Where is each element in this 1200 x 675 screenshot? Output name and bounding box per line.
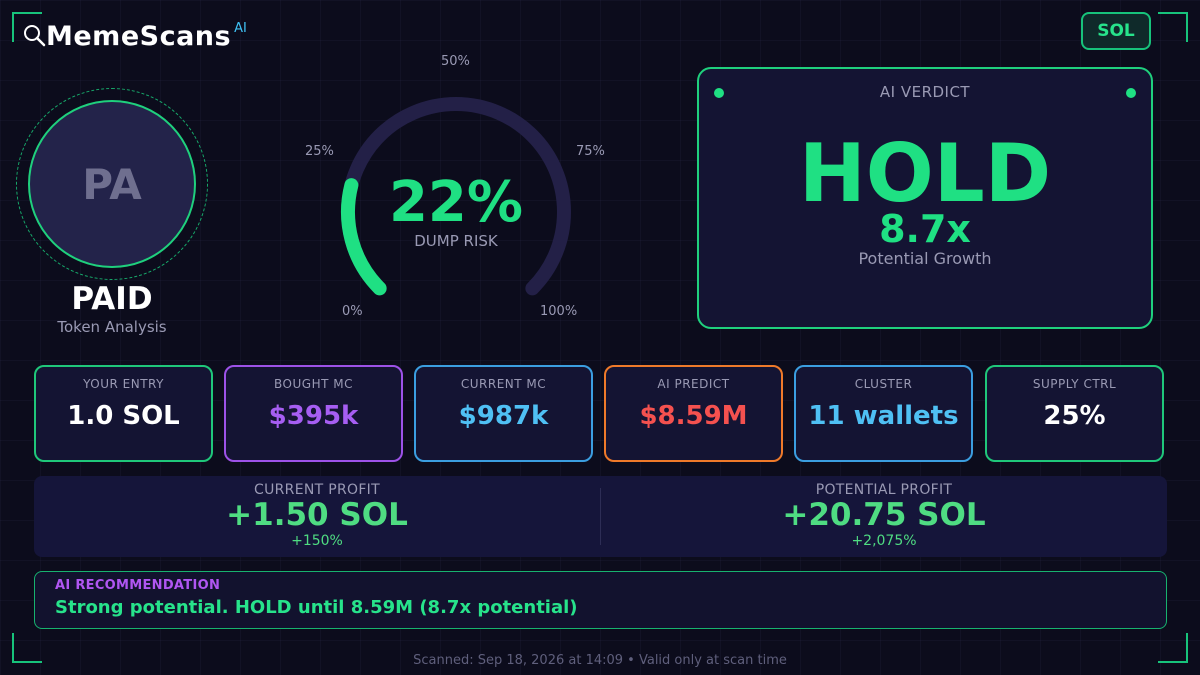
stat-value: 25% <box>1043 401 1106 431</box>
stat-title: CURRENT MC <box>460 377 547 391</box>
gauge-fill <box>341 178 387 296</box>
stat-title: AI PREDICT <box>657 377 730 391</box>
verdict-label: AI VERDICT <box>879 83 971 101</box>
potential-profit-percent: +2,075% <box>851 533 917 549</box>
verdict-dot-left <box>714 88 724 98</box>
verdict-decision: HOLD <box>798 127 1052 220</box>
stat-value: 1.0 SOL <box>67 401 180 431</box>
stat-card-supply-ctrl: SUPPLY CTRL 25% <box>985 365 1164 462</box>
profit-divider <box>600 488 601 545</box>
verdict-subtitle: Potential Growth <box>858 249 992 268</box>
frame-corner-top-left <box>12 12 42 42</box>
app-ai-badge: AI <box>234 21 247 36</box>
stat-title: CLUSTER <box>854 377 913 391</box>
gauge-label-0: 0% <box>342 304 363 319</box>
app-logo: MemeScans AI <box>22 20 247 54</box>
ai-recommendation-card: AI RECOMMENDATION Strong potential. HOLD… <box>34 571 1167 629</box>
token-avatar: PA <box>28 100 196 268</box>
token-symbol: PAID <box>71 281 153 317</box>
stat-title: BOUGHT MC <box>274 377 353 391</box>
stat-title: SUPPLY CTRL <box>1032 377 1117 391</box>
avatar-ring <box>16 88 208 280</box>
stat-card-current-mc: CURRENT MC $987k <box>414 365 593 462</box>
dump-risk-caption: DUMP RISK <box>414 232 498 250</box>
token-avatar-group: PA <box>16 88 208 280</box>
current-profit: CURRENT PROFIT +1.50 SOL +150% <box>34 476 600 557</box>
profit-panel: CURRENT PROFIT +1.50 SOL +150% POTENTIAL… <box>34 476 1167 557</box>
gauge-label-75: 75% <box>576 144 605 159</box>
stat-value: 11 wallets <box>808 401 959 431</box>
stat-value: $987k <box>458 401 549 431</box>
current-profit-title: CURRENT PROFIT <box>254 482 380 498</box>
current-profit-percent: +150% <box>291 533 343 549</box>
chain-selector-button[interactable]: SOL <box>1081 12 1151 50</box>
stat-card-cluster: CLUSTER 11 wallets <box>794 365 973 462</box>
frame-corner-bottom-left <box>12 633 42 663</box>
stat-title: YOUR ENTRY <box>83 377 164 391</box>
verdict-dot-right <box>1126 88 1136 98</box>
recommendation-text: Strong potential. HOLD until 8.59M (8.7x… <box>55 597 578 618</box>
stat-value: $8.59M <box>639 401 748 431</box>
potential-profit: POTENTIAL PROFIT +20.75 SOL +2,075% <box>601 476 1167 557</box>
magnifier-icon <box>24 25 46 47</box>
frame-corner-bottom-right <box>1158 633 1188 663</box>
stat-card-bought-mc: BOUGHT MC $395k <box>224 365 403 462</box>
potential-profit-title: POTENTIAL PROFIT <box>815 482 953 498</box>
gauge-label-100: 100% <box>540 304 578 319</box>
verdict-multiplier: 8.7x <box>879 207 971 251</box>
current-profit-value: +1.50 SOL <box>226 497 408 533</box>
token-subtitle: Token Analysis <box>57 318 167 336</box>
gauge-label-50: 50% <box>441 54 470 69</box>
stat-card-ai-predict: AI PREDICT $8.59M <box>604 365 783 462</box>
app-name: MemeScans <box>46 21 232 52</box>
dump-risk-gauge: 50% 25% 75% 0% 100% 22% DUMP RISK <box>296 52 616 332</box>
potential-profit-value: +20.75 SOL <box>782 497 986 533</box>
recommendation-title: AI RECOMMENDATION <box>55 578 221 593</box>
frame-corner-top-right <box>1158 12 1188 42</box>
ai-verdict-card: AI VERDICT HOLD 8.7x Potential Growth <box>697 67 1153 329</box>
gauge-svg <box>341 97 571 296</box>
stat-card-your-entry: YOUR ENTRY 1.0 SOL <box>34 365 213 462</box>
scan-footer: Scanned: Sep 18, 2026 at 14:09 • Valid o… <box>413 653 787 668</box>
dump-risk-value: 22% <box>388 170 524 235</box>
stat-value: $395k <box>268 401 359 431</box>
gauge-label-25: 25% <box>305 144 334 159</box>
